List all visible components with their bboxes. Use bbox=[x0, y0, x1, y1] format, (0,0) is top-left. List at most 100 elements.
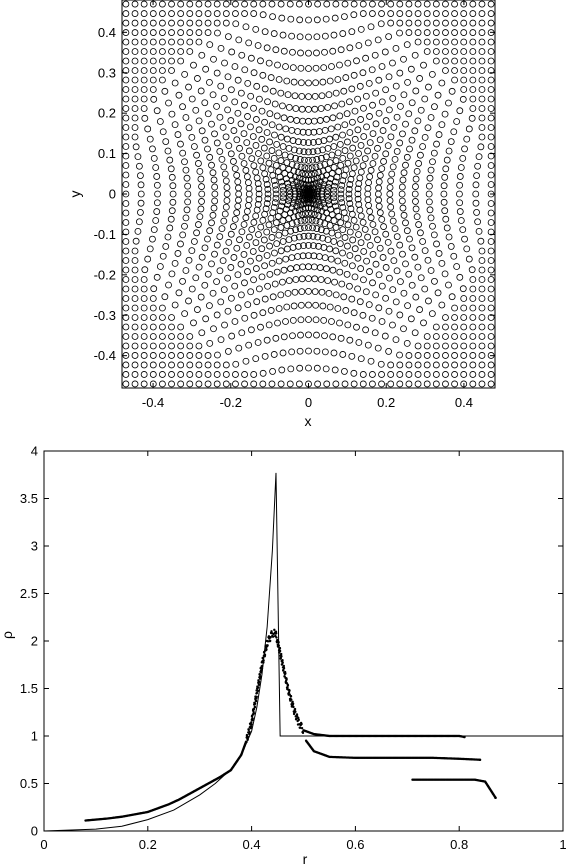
particle-point bbox=[268, 380, 276, 388]
plot1-xtick-label: 0.4 bbox=[455, 395, 473, 410]
particle-point bbox=[227, 294, 235, 302]
particle-point bbox=[232, 380, 239, 388]
particle-point bbox=[445, 281, 452, 289]
particle-point bbox=[184, 198, 192, 206]
particle-point bbox=[432, 333, 440, 340]
particle-point bbox=[268, 121, 276, 129]
particle-point bbox=[361, 226, 369, 233]
particle-point bbox=[263, 181, 271, 188]
particle-point bbox=[442, 57, 449, 65]
particle-point bbox=[478, 257, 486, 264]
particle-point bbox=[122, 48, 130, 55]
particle-point bbox=[331, 366, 339, 374]
particle-point bbox=[206, 227, 214, 235]
particle-point bbox=[140, 48, 148, 55]
particle-point bbox=[357, 355, 365, 363]
particle-point bbox=[261, 170, 269, 178]
particle-point bbox=[289, 244, 297, 251]
particle-point bbox=[122, 361, 130, 369]
simulation-density-point bbox=[246, 735, 250, 739]
particle-point bbox=[245, 196, 253, 204]
particle-point bbox=[234, 304, 242, 312]
particle-point bbox=[442, 19, 449, 27]
particle-point bbox=[487, 57, 495, 65]
particle-point bbox=[140, 38, 148, 46]
particle-point bbox=[323, 265, 330, 273]
particle-point bbox=[149, 333, 157, 340]
particle-point bbox=[275, 76, 283, 83]
particle-point bbox=[135, 162, 143, 170]
particle-point bbox=[289, 316, 297, 324]
particle-point bbox=[273, 268, 281, 276]
particle-point bbox=[305, 301, 312, 309]
particle-point bbox=[279, 194, 287, 202]
particle-point bbox=[193, 306, 201, 313]
particle-point bbox=[487, 19, 495, 27]
particle-point bbox=[325, 91, 333, 99]
particle-point bbox=[412, 175, 420, 183]
particle-point bbox=[460, 86, 468, 93]
particle-point bbox=[323, 115, 330, 123]
particle-point bbox=[235, 190, 243, 198]
particle-point bbox=[442, 380, 449, 388]
analytic-density-line bbox=[43, 472, 563, 832]
particle-point bbox=[277, 247, 285, 255]
particle-point bbox=[257, 157, 265, 165]
particle-point bbox=[234, 76, 242, 84]
particle-point bbox=[421, 247, 429, 255]
particle-point bbox=[266, 110, 274, 118]
particle-point bbox=[336, 140, 344, 148]
particle-point bbox=[184, 190, 192, 198]
particle-point bbox=[175, 289, 183, 297]
particle-point bbox=[313, 347, 321, 355]
particle-point bbox=[156, 118, 164, 125]
particle-point bbox=[236, 144, 243, 152]
particle-point bbox=[380, 158, 387, 165]
simulation-density-point bbox=[300, 722, 303, 726]
particle-point bbox=[367, 214, 375, 222]
particle-point bbox=[369, 130, 377, 137]
particle-point bbox=[425, 198, 433, 206]
particle-point bbox=[341, 368, 348, 375]
particle-point bbox=[378, 282, 386, 290]
particle-point bbox=[302, 181, 310, 189]
particle-point bbox=[378, 165, 386, 173]
particle-point bbox=[301, 224, 308, 232]
particle-point bbox=[168, 380, 175, 388]
particle-point bbox=[403, 41, 411, 48]
particle-point bbox=[268, 259, 276, 267]
particle-point bbox=[433, 240, 440, 248]
particle-point bbox=[320, 137, 328, 144]
particle-point bbox=[292, 154, 300, 162]
particle-point bbox=[153, 173, 161, 180]
simulation-density-point bbox=[265, 648, 268, 651]
particle-point bbox=[273, 112, 281, 120]
particle-point bbox=[131, 295, 139, 302]
particle-point bbox=[186, 380, 194, 388]
particle-point bbox=[227, 264, 235, 271]
particle-point bbox=[460, 371, 468, 378]
simulation-density-point bbox=[261, 657, 265, 660]
particle-point bbox=[371, 51, 379, 59]
particle-point bbox=[263, 129, 271, 136]
particle-point bbox=[408, 281, 416, 289]
plot1-xtick-label: 0.2 bbox=[377, 395, 395, 410]
particle-point bbox=[291, 288, 299, 296]
particle-point bbox=[477, 237, 485, 245]
particle-point bbox=[313, 49, 320, 57]
particle-point bbox=[285, 183, 293, 191]
particle-point bbox=[414, 342, 422, 350]
particle-point bbox=[122, 162, 130, 169]
particle-point bbox=[315, 138, 322, 146]
particle-point bbox=[319, 167, 327, 175]
particle-point bbox=[465, 255, 473, 263]
particle-point bbox=[259, 11, 267, 19]
particle-point bbox=[391, 155, 399, 163]
particle-point bbox=[400, 91, 408, 99]
particle-point bbox=[417, 274, 425, 282]
particle-point bbox=[122, 333, 130, 340]
particle-point bbox=[301, 216, 309, 224]
simulation-density-point bbox=[280, 655, 283, 658]
particle-point bbox=[240, 251, 248, 258]
simulation-density-point bbox=[251, 717, 254, 720]
